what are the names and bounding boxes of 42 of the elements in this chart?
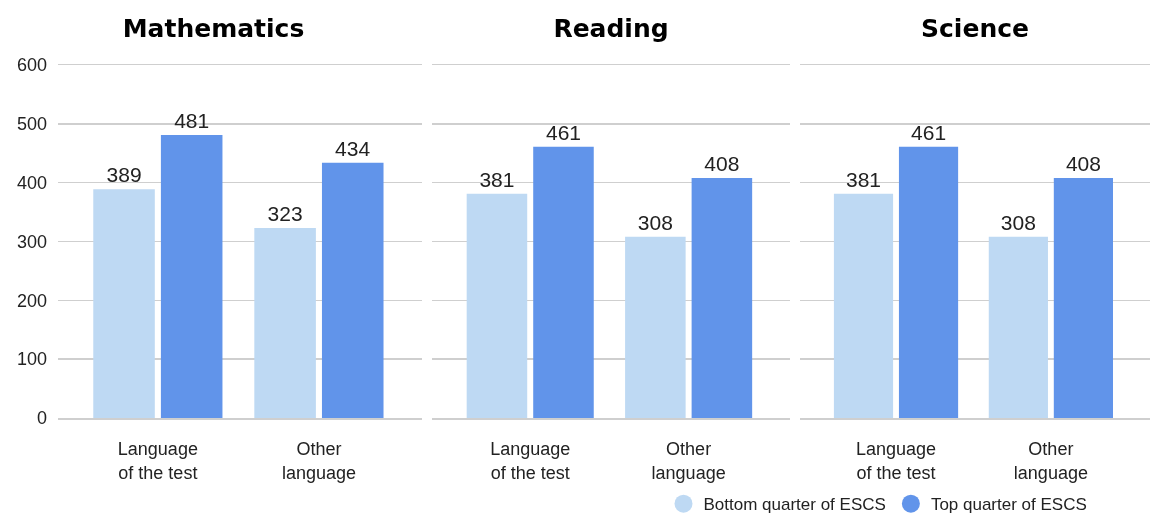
bar [93,189,155,418]
x-tick-label: Language of the test [855,439,937,483]
y-tick-label: 100 [16,349,47,370]
bar [254,227,316,418]
y-tick-label: 300 [16,231,47,252]
bar [466,193,528,418]
data-label: 381 [479,167,515,191]
bar [988,236,1048,418]
chart-title: Reading [553,13,669,43]
data-label: 481 [174,109,210,133]
y-tick-label: 0 [36,408,47,429]
y-tick-label: 400 [16,172,47,193]
chart-title: Science [921,13,1029,43]
data-label: 434 [335,136,371,160]
chart-title: Mathematics [122,13,305,43]
bar [833,193,894,418]
y-tick-label: 600 [16,55,47,76]
bar [625,236,686,418]
data-label: 408 [1065,151,1101,175]
bar [321,162,384,418]
bar [691,177,753,418]
data-label: 308 [637,210,673,234]
bar [1053,177,1113,418]
y-tick-label: 500 [16,114,47,135]
data-label: 461 [911,120,947,144]
data-label: 323 [267,201,303,225]
x-tick-label: Other language [281,439,356,483]
legend-label: Top quarter of ESCS [930,495,1087,515]
x-tick-label: Language of the test [490,439,571,483]
x-tick-label: Language of the test [117,439,198,483]
bar [533,146,594,418]
bar [898,146,959,418]
data-label: 461 [545,120,581,144]
x-tick-label: Other language [1013,439,1088,483]
data-label: 308 [1000,210,1036,234]
data-label: 408 [704,151,740,175]
data-label: 381 [845,167,882,191]
legend-label: Bottom quarter of ESCS [703,495,886,515]
x-tick-label: Other language [651,439,726,483]
y-tick-label: 200 [16,290,47,311]
bar [160,135,223,418]
data-label: 389 [106,163,142,187]
